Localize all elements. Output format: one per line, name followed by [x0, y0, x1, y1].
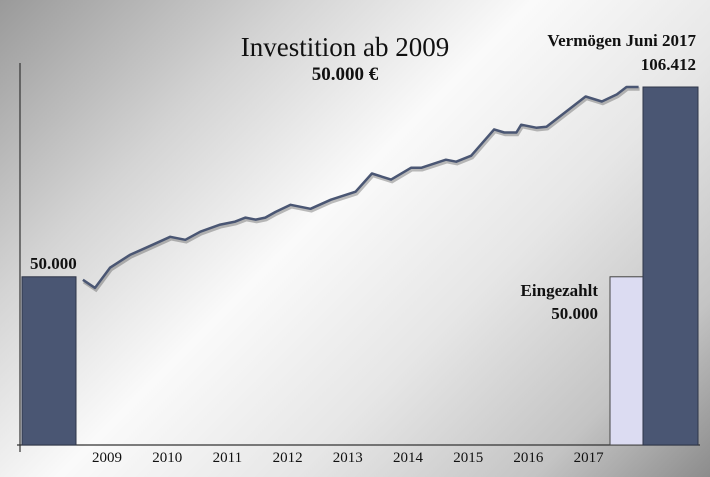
deposit-bar-value: 50.000	[551, 304, 598, 323]
chart-subtitle: 50.000 €	[312, 64, 379, 85]
start-bar-value: 50.000	[30, 254, 77, 273]
series-line	[82, 85, 639, 290]
series-line-shadow	[82, 87, 640, 293]
end-bar-value: 106.412	[641, 55, 696, 74]
start-bar	[21, 276, 77, 446]
x-tick-label: 2015	[453, 450, 483, 466]
x-tick-label: 2012	[273, 450, 303, 466]
x-tick-label: 2017	[574, 450, 605, 466]
end-bar	[642, 86, 699, 446]
x-tick-label: 2014	[393, 450, 424, 466]
chart-title: Investition ab 2009	[241, 32, 449, 62]
x-tick-label: 2010	[152, 450, 182, 466]
deposit-bar-label: Eingezahlt	[521, 281, 599, 300]
x-tick-label: 2011	[213, 450, 242, 466]
x-tick-label: 2013	[333, 450, 363, 466]
x-tick-label: 2016	[513, 450, 544, 466]
end-bar-label: Vermögen Juni 2017	[547, 31, 696, 50]
x-tick-label: 2009	[92, 450, 122, 466]
